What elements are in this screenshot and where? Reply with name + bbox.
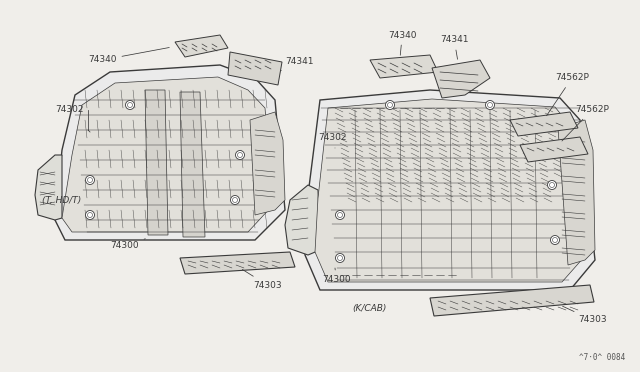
Polygon shape xyxy=(180,252,295,274)
Polygon shape xyxy=(145,90,168,235)
Circle shape xyxy=(88,177,93,183)
Polygon shape xyxy=(510,112,578,136)
Polygon shape xyxy=(250,112,285,215)
Circle shape xyxy=(547,180,557,189)
Text: 74340: 74340 xyxy=(88,48,169,64)
Circle shape xyxy=(550,183,554,187)
Polygon shape xyxy=(520,137,588,162)
Text: 74302: 74302 xyxy=(318,134,346,148)
Circle shape xyxy=(385,100,394,109)
Text: 74300: 74300 xyxy=(322,268,351,285)
Polygon shape xyxy=(370,55,438,78)
Text: (T, HD/T): (T, HD/T) xyxy=(42,196,81,205)
Polygon shape xyxy=(558,120,595,265)
Circle shape xyxy=(236,151,244,160)
Polygon shape xyxy=(285,185,320,255)
Text: 74340: 74340 xyxy=(388,31,417,55)
Circle shape xyxy=(335,253,344,263)
Text: 74562P: 74562P xyxy=(547,74,589,116)
Circle shape xyxy=(387,103,392,108)
Text: 74303: 74303 xyxy=(563,306,607,324)
Circle shape xyxy=(232,198,237,202)
Polygon shape xyxy=(62,77,273,232)
Circle shape xyxy=(337,256,342,260)
Polygon shape xyxy=(55,65,285,240)
Polygon shape xyxy=(35,155,62,220)
Circle shape xyxy=(230,196,239,205)
Circle shape xyxy=(125,100,134,109)
Text: ^7·0^ 0084: ^7·0^ 0084 xyxy=(579,353,625,362)
Circle shape xyxy=(488,103,493,108)
Circle shape xyxy=(550,235,559,244)
Circle shape xyxy=(127,103,132,108)
Text: 74341: 74341 xyxy=(280,58,314,71)
Circle shape xyxy=(552,237,557,243)
Circle shape xyxy=(337,212,342,218)
Text: 74562P: 74562P xyxy=(562,106,609,141)
Polygon shape xyxy=(432,60,490,98)
Circle shape xyxy=(486,100,495,109)
Polygon shape xyxy=(175,35,228,57)
Circle shape xyxy=(86,176,95,185)
Text: (K/CAB): (K/CAB) xyxy=(352,304,387,312)
Polygon shape xyxy=(305,90,595,290)
Circle shape xyxy=(86,211,95,219)
Text: 74341: 74341 xyxy=(440,35,468,59)
Circle shape xyxy=(88,212,93,218)
Text: 74302: 74302 xyxy=(55,106,83,115)
Polygon shape xyxy=(180,92,205,237)
Polygon shape xyxy=(430,285,594,316)
Text: 74300: 74300 xyxy=(110,239,145,250)
Circle shape xyxy=(237,153,243,157)
Circle shape xyxy=(335,211,344,219)
Polygon shape xyxy=(315,99,585,282)
Text: 74303: 74303 xyxy=(243,269,282,289)
Polygon shape xyxy=(228,52,282,85)
